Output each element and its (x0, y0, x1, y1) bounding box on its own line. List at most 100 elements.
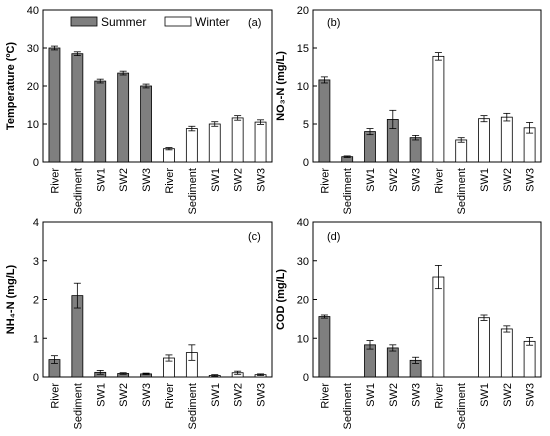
x-category-label: Sediment (72, 168, 84, 214)
winter-bar (500, 116, 513, 163)
y-tick-label: 4 (33, 217, 39, 229)
summer-bar (71, 53, 84, 163)
y-tick-label: 40 (27, 5, 39, 17)
legend-summer-swatch (70, 16, 98, 27)
y-tick-label: 20 (297, 295, 309, 307)
x-category-label: River (49, 383, 61, 409)
panel-label: (d) (327, 231, 340, 243)
legend-winter-swatch (164, 16, 192, 27)
y-axis-label: NH₄-N (mg/L) (5, 264, 17, 334)
winter-bar (163, 148, 175, 163)
x-category-label: SW3 (141, 168, 153, 192)
winter-bar (231, 117, 244, 163)
x-category-label: SW3 (256, 168, 268, 192)
x-category-label: SW2 (233, 383, 245, 407)
y-axis-label: COD (mg/L) (275, 269, 287, 330)
winter-bar (478, 317, 490, 378)
summer-bar (386, 347, 399, 378)
panel-label: (c) (248, 231, 261, 243)
y-tick-label: 40 (297, 217, 309, 229)
x-category-label: River (164, 383, 176, 409)
winter-bar (254, 121, 267, 163)
x-category-label: SW3 (411, 383, 423, 407)
x-category-label: Sediment (456, 383, 468, 429)
x-category-label: River (433, 383, 445, 409)
x-category-label: SW1 (365, 168, 377, 192)
x-category-label: SW3 (525, 383, 537, 407)
y-tick-label: 0 (33, 372, 39, 384)
x-category-label: River (433, 168, 445, 194)
x-category-label: SW2 (118, 383, 130, 407)
x-category-label: Sediment (342, 168, 354, 214)
winter-bar (185, 128, 198, 163)
x-category-label: SW1 (479, 383, 491, 407)
x-category-label: River (319, 383, 331, 409)
chart-panel-2: 0 5 10 15 20 NO₃-N (mg/L) (b) River Sediment SW1 S… (275, 5, 542, 214)
y-tick-label: 15 (297, 43, 309, 55)
winter-bar (208, 123, 221, 163)
summer-bar (140, 85, 152, 163)
x-category-label: SW1 (210, 168, 222, 192)
summer-bar (117, 72, 130, 163)
y-axis-label: Temperature (ºC) (5, 42, 17, 130)
y-tick-label: 3 (33, 256, 39, 268)
x-category-label: River (164, 168, 176, 194)
summer-bar (48, 47, 61, 163)
y-tick-label: 10 (297, 81, 309, 93)
y-tick-label: 20 (27, 81, 39, 93)
winter-bar (523, 340, 536, 378)
x-category-label: Sediment (187, 168, 199, 214)
x-category-label: SW1 (95, 168, 107, 192)
chart-panel-4: 0 10 20 30 40 COD (mg/L) (d) River Sediment SW1 SW… (275, 217, 542, 429)
x-category-label: SW1 (365, 383, 377, 407)
x-category-label: SW2 (233, 168, 245, 192)
y-tick-label: 30 (27, 43, 39, 55)
y-tick-label: 1 (33, 333, 39, 345)
y-tick-label: 2 (33, 295, 39, 307)
y-tick-label: 0 (33, 157, 39, 169)
x-category-label: Sediment (456, 168, 468, 214)
panel-label: (a) (248, 17, 261, 29)
x-category-label: SW3 (525, 168, 537, 192)
winter-bar (455, 139, 468, 163)
x-category-label: River (319, 168, 331, 194)
x-category-label: Sediment (342, 383, 354, 429)
x-category-label: Sediment (187, 383, 199, 429)
y-tick-label: 10 (297, 333, 309, 345)
winter-bar (432, 276, 445, 378)
panel-label: (b) (327, 17, 340, 29)
x-category-label: SW3 (141, 383, 153, 407)
chart-panel-3: 0 1 2 3 4 NH₄-N (mg/L) (c) River Sediment SW1 SW2 S… (5, 217, 273, 429)
summer-bar (409, 137, 422, 163)
y-tick-label: 30 (297, 256, 309, 268)
winter-bar (432, 55, 445, 163)
summer-bar (318, 316, 331, 378)
winter-bar (478, 118, 490, 163)
y-tick-label: 0 (303, 157, 309, 169)
summer-bar (364, 344, 376, 378)
y-tick-label: 10 (27, 119, 39, 131)
legend: Summer Winter (70, 15, 230, 29)
winter-bar (500, 328, 513, 378)
x-category-label: SW1 (95, 383, 107, 407)
y-tick-label: 0 (303, 372, 309, 384)
y-axis-label: NO₃-N (mg/L) (275, 51, 287, 121)
x-category-label: SW3 (411, 168, 423, 192)
summer-bar (318, 79, 331, 163)
x-category-label: SW3 (256, 383, 268, 407)
summer-bar (94, 80, 107, 163)
x-category-label: River (49, 168, 61, 194)
summer-bar (364, 131, 376, 163)
x-category-label: SW1 (479, 168, 491, 192)
y-tick-label: 20 (297, 5, 309, 17)
x-category-label: SW2 (502, 168, 514, 192)
y-tick-label: 5 (303, 119, 309, 131)
chart-panel-1: 0 10 20 30 40 Temperature (ºC) (a) River Sedimen… (5, 5, 273, 214)
x-category-label: Sediment (72, 383, 84, 429)
x-category-label: SW2 (502, 383, 514, 407)
legend-winter-label: Winter (195, 15, 230, 29)
legend-summer-label: Summer (101, 15, 146, 29)
x-category-label: SW2 (388, 383, 400, 407)
x-category-label: SW2 (118, 168, 130, 192)
